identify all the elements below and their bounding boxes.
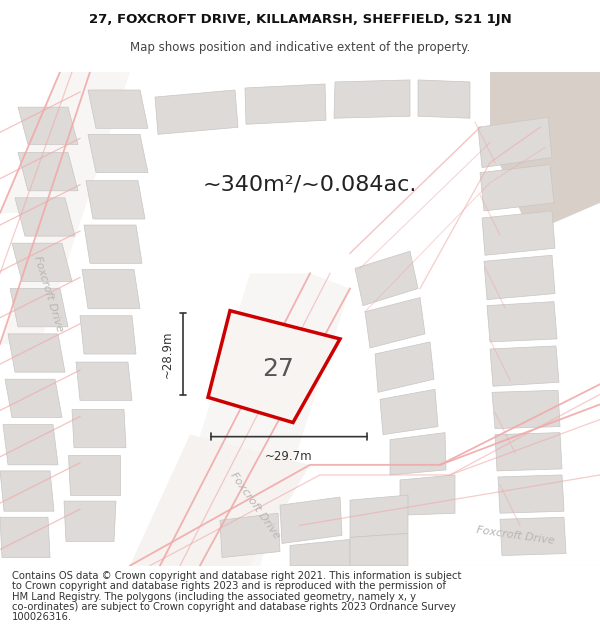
Text: Foxcroft Drive: Foxcroft Drive bbox=[475, 525, 555, 546]
Polygon shape bbox=[350, 533, 408, 566]
Text: Foxcroft Drive: Foxcroft Drive bbox=[228, 470, 282, 541]
Polygon shape bbox=[280, 497, 342, 544]
Text: HM Land Registry. The polygons (including the associated geometry, namely x, y: HM Land Registry. The polygons (includin… bbox=[12, 592, 416, 602]
Polygon shape bbox=[3, 424, 58, 465]
Polygon shape bbox=[88, 90, 148, 128]
Polygon shape bbox=[18, 107, 78, 144]
Polygon shape bbox=[0, 72, 110, 213]
Polygon shape bbox=[84, 225, 142, 263]
Polygon shape bbox=[8, 334, 65, 372]
Polygon shape bbox=[160, 273, 310, 566]
Polygon shape bbox=[487, 302, 557, 342]
Polygon shape bbox=[490, 72, 600, 233]
Polygon shape bbox=[80, 316, 136, 354]
Polygon shape bbox=[5, 379, 62, 418]
Polygon shape bbox=[15, 198, 75, 236]
Text: 27, FOXCROFT DRIVE, KILLAMARSH, SHEFFIELD, S21 1JN: 27, FOXCROFT DRIVE, KILLAMARSH, SHEFFIEL… bbox=[89, 14, 511, 26]
Polygon shape bbox=[478, 118, 552, 168]
Polygon shape bbox=[290, 539, 350, 566]
Polygon shape bbox=[500, 518, 566, 556]
Polygon shape bbox=[484, 255, 555, 299]
Polygon shape bbox=[0, 72, 130, 344]
Polygon shape bbox=[0, 518, 50, 558]
Text: Contains OS data © Crown copyright and database right 2021. This information is : Contains OS data © Crown copyright and d… bbox=[12, 571, 461, 581]
Polygon shape bbox=[492, 390, 560, 429]
Polygon shape bbox=[12, 243, 72, 281]
Polygon shape bbox=[72, 409, 126, 447]
Polygon shape bbox=[418, 80, 470, 118]
Text: Map shows position and indicative extent of the property.: Map shows position and indicative extent… bbox=[130, 41, 470, 54]
Polygon shape bbox=[88, 134, 148, 172]
Polygon shape bbox=[155, 90, 238, 134]
Text: ~340m²/~0.084ac.: ~340m²/~0.084ac. bbox=[203, 175, 417, 195]
Text: ~29.7m: ~29.7m bbox=[265, 450, 313, 463]
Polygon shape bbox=[490, 346, 559, 386]
Polygon shape bbox=[400, 475, 455, 515]
Polygon shape bbox=[86, 181, 145, 219]
Polygon shape bbox=[390, 432, 446, 475]
Text: Foxcroft Drive: Foxcroft Drive bbox=[32, 254, 64, 332]
Polygon shape bbox=[498, 475, 564, 513]
Polygon shape bbox=[76, 362, 132, 401]
Polygon shape bbox=[130, 434, 310, 566]
Text: ~28.9m: ~28.9m bbox=[161, 330, 173, 378]
Polygon shape bbox=[68, 455, 120, 495]
Polygon shape bbox=[82, 269, 140, 309]
Polygon shape bbox=[0, 471, 54, 511]
Text: co-ordinates) are subject to Crown copyright and database rights 2023 Ordnance S: co-ordinates) are subject to Crown copyr… bbox=[12, 602, 456, 612]
Polygon shape bbox=[64, 501, 116, 541]
Polygon shape bbox=[350, 495, 408, 538]
Polygon shape bbox=[495, 432, 562, 471]
Polygon shape bbox=[480, 164, 554, 211]
Polygon shape bbox=[220, 513, 280, 558]
Polygon shape bbox=[355, 251, 418, 306]
Polygon shape bbox=[220, 273, 350, 566]
Polygon shape bbox=[10, 289, 68, 327]
Polygon shape bbox=[482, 211, 555, 255]
Polygon shape bbox=[334, 80, 410, 118]
Text: 27: 27 bbox=[262, 357, 294, 381]
Polygon shape bbox=[380, 389, 438, 434]
Polygon shape bbox=[208, 311, 340, 422]
Polygon shape bbox=[365, 298, 425, 348]
Polygon shape bbox=[245, 84, 326, 124]
Polygon shape bbox=[18, 152, 78, 191]
Polygon shape bbox=[375, 342, 434, 392]
Text: 100026316.: 100026316. bbox=[12, 612, 72, 622]
Text: to Crown copyright and database rights 2023 and is reproduced with the permissio: to Crown copyright and database rights 2… bbox=[12, 581, 446, 591]
